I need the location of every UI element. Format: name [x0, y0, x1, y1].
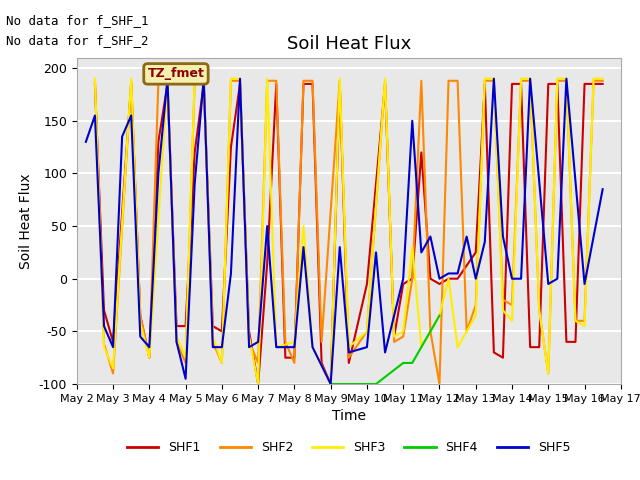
SHF3 — [580, 323, 588, 329]
SHF3 — [535, 307, 543, 313]
SHF2 — [91, 78, 99, 84]
SHF5 — [227, 271, 235, 276]
SHF2 — [499, 297, 507, 303]
SHF3 — [436, 312, 444, 318]
SHF5 — [436, 276, 444, 282]
SHF5 — [82, 139, 90, 144]
SHF3 — [227, 76, 235, 82]
SHF3 — [218, 360, 226, 366]
SHF3 — [390, 334, 398, 339]
SHF1 — [254, 381, 262, 387]
SHF3 — [399, 328, 407, 334]
SHF3 — [182, 355, 189, 360]
SHF5 — [164, 76, 172, 82]
SHF3 — [454, 344, 461, 350]
SHF3 — [327, 381, 335, 387]
SHF3 — [291, 339, 298, 345]
SHF4 — [408, 360, 416, 366]
SHF3 — [481, 76, 489, 82]
SHF3 — [572, 318, 579, 324]
SHF3 — [408, 244, 416, 250]
SHF3 — [445, 276, 452, 282]
SHF3 — [499, 307, 507, 313]
SHF3 — [589, 76, 597, 82]
SHF3 — [554, 76, 561, 82]
Text: No data for f_SHF_2: No data for f_SHF_2 — [6, 34, 149, 47]
SHF3 — [336, 76, 344, 82]
SHF4 — [327, 381, 335, 387]
Text: No data for f_SHF_1: No data for f_SHF_1 — [6, 14, 149, 27]
SHF2 — [227, 78, 235, 84]
SHF3 — [264, 76, 271, 82]
SHF1 — [554, 81, 561, 87]
SHF3 — [563, 76, 570, 82]
SHF3 — [245, 334, 253, 339]
SHF2 — [399, 334, 407, 339]
SHF5 — [236, 76, 244, 82]
SHF3 — [517, 76, 525, 82]
SHF1 — [227, 144, 235, 150]
SHF3 — [109, 365, 117, 371]
Title: Soil Heat Flux: Soil Heat Flux — [287, 35, 411, 53]
SHF3 — [417, 344, 425, 350]
SHF4 — [363, 381, 371, 387]
SHF3 — [136, 320, 144, 326]
SHF1 — [399, 281, 407, 287]
SHF2 — [436, 381, 444, 387]
Legend: SHF1, SHF2, SHF3, SHF4, SHF5: SHF1, SHF2, SHF3, SHF4, SHF5 — [122, 436, 575, 459]
SHF3 — [209, 334, 216, 339]
SHF3 — [526, 76, 534, 82]
SHF3 — [236, 76, 244, 82]
SHF3 — [345, 344, 353, 350]
SHF3 — [173, 334, 180, 339]
SHF3 — [100, 344, 108, 350]
SHF3 — [127, 76, 135, 82]
SHF4 — [336, 381, 344, 387]
SHF1 — [408, 276, 416, 282]
SHF1 — [91, 81, 99, 87]
SHF5 — [599, 186, 607, 192]
Y-axis label: Soil Heat Flux: Soil Heat Flux — [19, 173, 33, 269]
SHF4 — [436, 312, 444, 318]
X-axis label: Time: Time — [332, 409, 366, 423]
SHF3 — [254, 381, 262, 387]
Line: SHF1: SHF1 — [95, 84, 603, 384]
SHF3 — [145, 355, 153, 360]
SHF3 — [599, 76, 607, 82]
Line: SHF3: SHF3 — [95, 79, 603, 384]
SHF3 — [191, 76, 198, 82]
SHF1 — [426, 276, 434, 282]
SHF3 — [508, 318, 516, 324]
SHF1 — [599, 81, 607, 87]
SHF3 — [545, 371, 552, 376]
SHF2 — [408, 276, 416, 282]
SHF5 — [580, 281, 588, 287]
Text: TZ_fmet: TZ_fmet — [147, 67, 204, 80]
SHF3 — [490, 76, 498, 82]
SHF3 — [91, 76, 99, 82]
SHF3 — [363, 328, 371, 334]
SHF4 — [372, 381, 380, 387]
SHF4 — [399, 360, 407, 366]
SHF5 — [463, 234, 470, 240]
SHF3 — [300, 223, 307, 229]
Line: SHF5: SHF5 — [86, 79, 603, 384]
SHF3 — [164, 76, 172, 82]
SHF5 — [191, 181, 198, 187]
SHF3 — [200, 76, 207, 82]
SHF5 — [327, 381, 335, 387]
SHF3 — [273, 344, 280, 350]
SHF3 — [381, 76, 389, 82]
SHF3 — [308, 344, 316, 350]
SHF2 — [599, 78, 607, 84]
Line: SHF2: SHF2 — [95, 81, 603, 384]
SHF2 — [426, 328, 434, 334]
SHF1 — [499, 355, 507, 360]
Line: SHF4: SHF4 — [331, 315, 440, 384]
SHF3 — [472, 312, 479, 318]
SHF2 — [554, 78, 561, 84]
